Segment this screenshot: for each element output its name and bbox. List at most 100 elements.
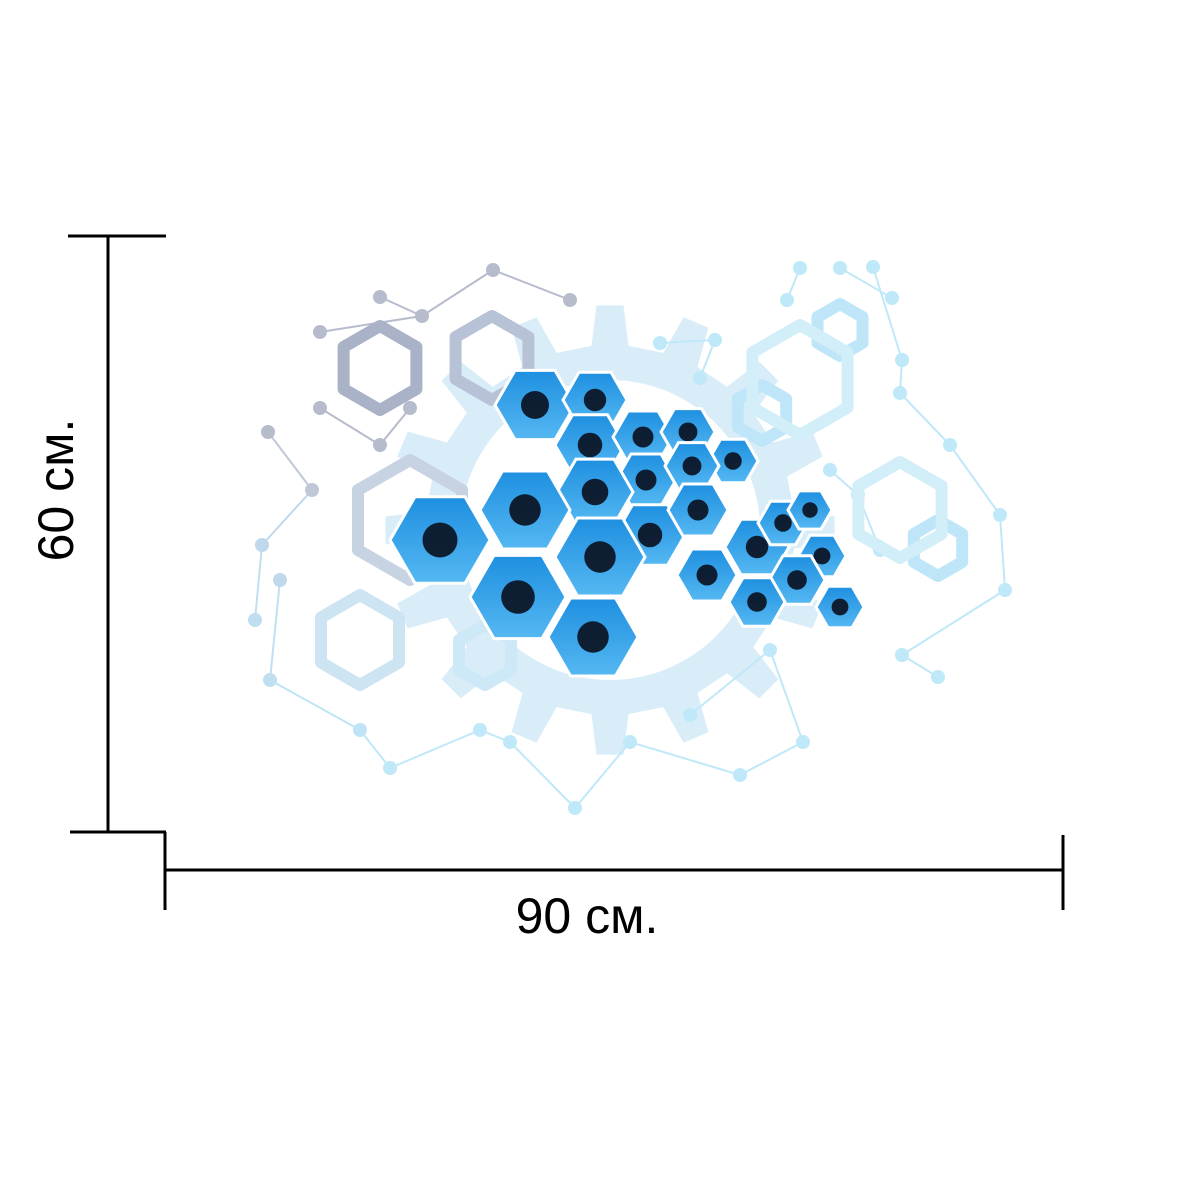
icon <box>509 494 541 526</box>
network-link <box>319 407 381 446</box>
height-label: 60 см. <box>28 419 84 562</box>
network-node <box>623 735 637 749</box>
outline-hexagon <box>337 320 423 416</box>
icon <box>687 499 709 521</box>
network-link <box>509 741 576 809</box>
icon <box>682 456 702 476</box>
network-node <box>885 291 899 305</box>
network-node <box>683 708 697 722</box>
network-node <box>780 293 794 307</box>
illustration <box>248 260 1012 815</box>
icon <box>632 426 654 448</box>
network-node <box>486 263 500 277</box>
network-node <box>895 353 909 367</box>
icon <box>774 514 792 532</box>
outline-hexagon <box>449 310 535 406</box>
icon <box>422 522 458 558</box>
network-node <box>403 401 417 415</box>
network-link <box>659 339 716 344</box>
outline-hexagon <box>811 298 869 362</box>
icon <box>831 598 849 616</box>
network-link <box>949 444 1001 516</box>
network-node <box>568 801 582 815</box>
network-node <box>833 261 847 275</box>
network-node <box>248 613 262 627</box>
icon <box>581 478 609 506</box>
network-link <box>319 315 423 333</box>
icon <box>724 452 742 470</box>
network-link <box>999 514 1006 591</box>
network-node <box>313 401 327 415</box>
network-link <box>379 407 411 446</box>
network-node <box>708 333 722 347</box>
network-node <box>931 670 945 684</box>
icon <box>787 570 807 590</box>
network-node <box>893 386 907 400</box>
network-link <box>689 649 771 716</box>
icon <box>696 564 718 586</box>
network-node <box>895 648 909 662</box>
outline-hexagon <box>852 456 948 564</box>
network-node <box>503 735 517 749</box>
icon <box>747 592 767 612</box>
icon <box>583 388 607 412</box>
network-node <box>693 371 707 385</box>
network-node <box>415 309 429 323</box>
icon <box>745 535 769 559</box>
network-link <box>261 489 313 546</box>
outline-hexagon <box>731 379 793 447</box>
icon <box>501 580 535 614</box>
network-link <box>379 296 423 317</box>
network-node <box>763 643 777 657</box>
network-node <box>261 425 275 439</box>
network-node <box>993 508 1007 522</box>
outline-hexagon <box>352 454 468 586</box>
outline-hexagon <box>315 589 405 691</box>
icon <box>802 502 818 518</box>
network-link <box>901 654 939 678</box>
network-node <box>563 293 577 307</box>
icon <box>521 391 549 419</box>
network-node <box>353 723 367 737</box>
network-node <box>793 261 807 275</box>
network-node <box>255 538 269 552</box>
network-link <box>739 741 804 776</box>
network-link <box>269 679 361 731</box>
icon <box>635 469 657 491</box>
network-node <box>866 260 880 274</box>
network-node <box>273 573 287 587</box>
network-node <box>653 336 667 350</box>
network-link <box>254 544 263 621</box>
network-link <box>269 579 281 681</box>
network-link <box>389 729 481 769</box>
network-node <box>823 463 837 477</box>
network-link <box>421 269 494 317</box>
network-node <box>473 723 487 737</box>
network-node <box>373 290 387 304</box>
network-node <box>943 438 957 452</box>
network-link <box>769 649 804 743</box>
network-link <box>839 267 893 299</box>
icon <box>678 422 698 442</box>
width-label: 90 см. <box>516 888 659 944</box>
network-node <box>733 768 747 782</box>
network-link <box>359 729 391 769</box>
icon <box>577 432 603 458</box>
network-link <box>267 431 313 491</box>
network-node <box>263 673 277 687</box>
icon <box>813 547 831 565</box>
network-link <box>872 266 903 361</box>
network-link <box>899 392 951 446</box>
network-node <box>796 735 810 749</box>
network-node <box>998 583 1012 597</box>
network-node <box>373 438 387 452</box>
network-link <box>574 741 631 809</box>
network-link <box>629 741 741 776</box>
outline-hexagon <box>746 319 854 441</box>
network-link <box>492 269 571 301</box>
network-node <box>305 483 319 497</box>
icon <box>637 522 663 548</box>
